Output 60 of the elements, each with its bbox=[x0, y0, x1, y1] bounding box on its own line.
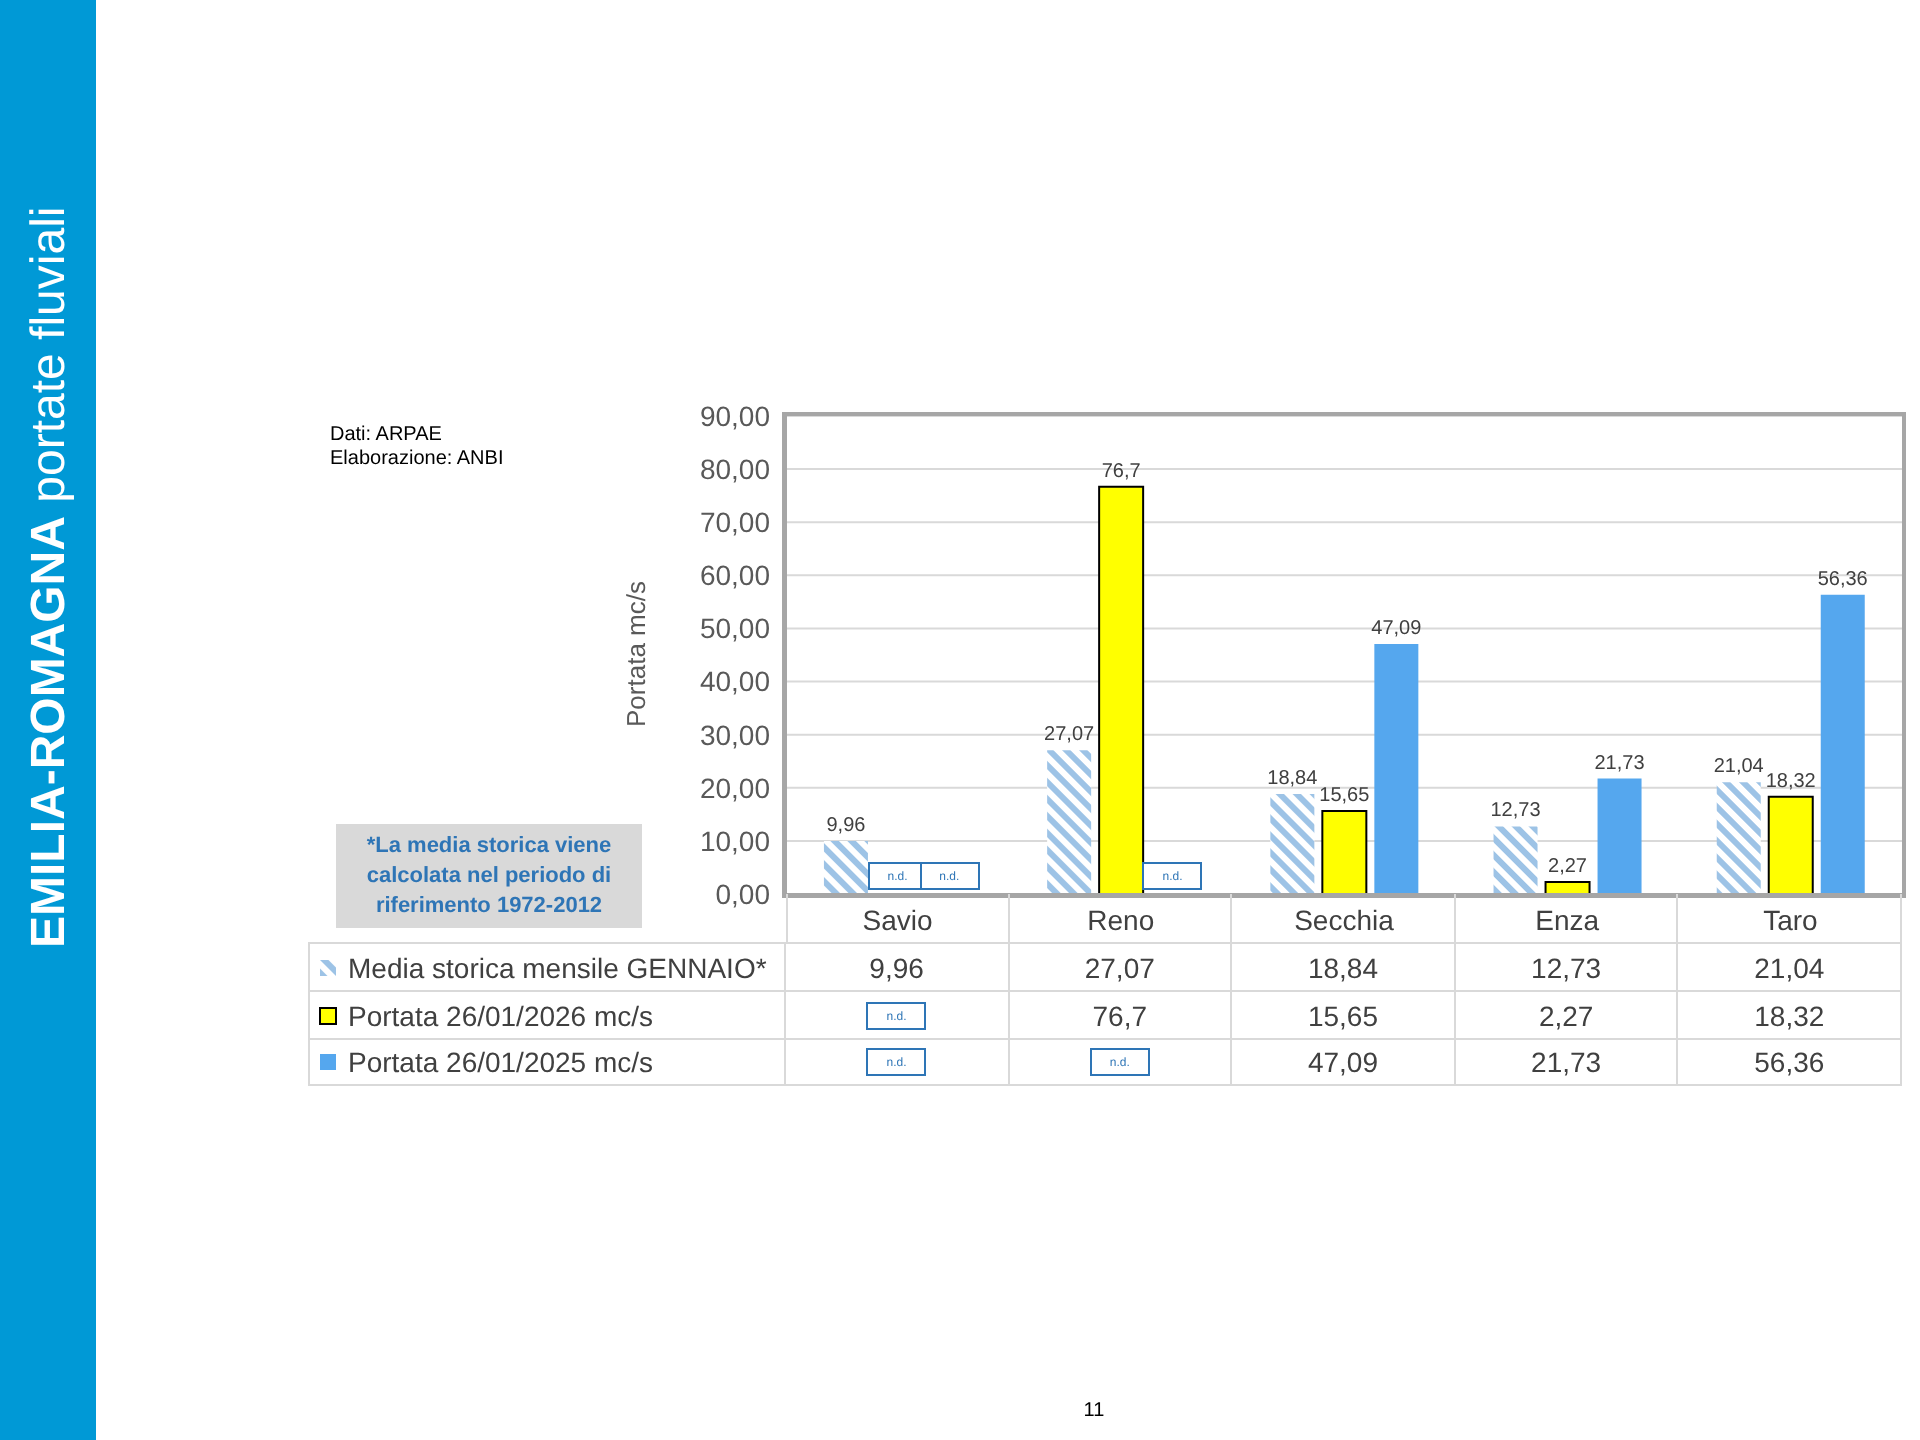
text: 76,7 bbox=[1101, 460, 1141, 483]
text: portate fluviali bbox=[22, 206, 76, 503]
y-tick-label: 80,00 bbox=[699, 453, 771, 486]
data-label: 21,04 bbox=[1678, 944, 1902, 990]
text: 21,73 bbox=[1594, 752, 1645, 775]
bar bbox=[1493, 826, 1538, 894]
text: 21,04 bbox=[1713, 756, 1764, 779]
text: 47,09 bbox=[1371, 617, 1422, 640]
text: 56,36 bbox=[1817, 568, 1868, 591]
bar bbox=[1544, 880, 1591, 894]
text: Dati: ARPAE bbox=[330, 424, 442, 446]
y-axis-title: Portata mc/s bbox=[621, 581, 651, 727]
data-label: 2,27 bbox=[1455, 992, 1679, 1038]
data-label: 12,73 bbox=[1455, 944, 1679, 990]
y-tick-label: 0,00 bbox=[715, 877, 771, 910]
bar bbox=[1270, 793, 1315, 894]
text: 27,07 bbox=[1044, 724, 1095, 747]
text: 2,27 bbox=[1548, 855, 1588, 878]
bar bbox=[1597, 778, 1642, 894]
x-tick-label: Reno bbox=[1087, 903, 1155, 936]
text: 18,32 bbox=[1765, 770, 1816, 793]
text: EMILIA-ROMAGNA bbox=[22, 516, 76, 948]
bar bbox=[1047, 750, 1092, 894]
legend-label: Portata 26/01/2025 mc/s bbox=[308, 1040, 786, 1084]
data-label: 18,84 bbox=[1232, 944, 1456, 990]
x-tick-label: Enza bbox=[1535, 903, 1600, 936]
y-tick-label: 20,00 bbox=[699, 771, 771, 804]
legend-label: Portata 26/01/2026 mc/s bbox=[308, 992, 786, 1038]
legend-label: Media storica mensile GENNAIO* bbox=[308, 944, 786, 990]
bar bbox=[1098, 485, 1145, 894]
data-label: 76,7 bbox=[1009, 992, 1233, 1038]
text: 11 bbox=[1081, 1400, 1107, 1422]
y-tick-label: 10,00 bbox=[699, 824, 771, 857]
y-tick-label: 40,00 bbox=[699, 665, 771, 698]
data-label: 9,96 bbox=[786, 944, 1010, 990]
text: 18,84 bbox=[1267, 767, 1318, 790]
bar bbox=[1321, 809, 1368, 894]
text: 12,73 bbox=[1490, 800, 1541, 823]
bar bbox=[1820, 594, 1865, 894]
data-label: 18,32 bbox=[1678, 992, 1902, 1038]
text: Elaborazione: ANBI bbox=[330, 448, 504, 470]
text: 9,96 bbox=[826, 815, 866, 838]
x-tick-label: Secchia bbox=[1294, 903, 1395, 936]
data-label: 27,07 bbox=[1009, 944, 1233, 990]
data-label: 21,73 bbox=[1455, 1040, 1679, 1084]
y-tick-label: 70,00 bbox=[699, 506, 771, 539]
data-label: 56,36 bbox=[1678, 1040, 1902, 1084]
data-label: 15,65 bbox=[1232, 992, 1456, 1038]
y-tick-label: 60,00 bbox=[699, 559, 771, 592]
y-tick-label: 30,00 bbox=[699, 718, 771, 751]
bar bbox=[1767, 795, 1814, 894]
bar bbox=[1716, 782, 1761, 894]
text: *La media storica viene calcolata nel periodo di riferimento 1972-2012 bbox=[336, 824, 642, 928]
y-tick-label: 50,00 bbox=[699, 612, 771, 645]
data-label: 47,09 bbox=[1232, 1040, 1456, 1084]
text: 15,65 bbox=[1319, 784, 1370, 807]
x-tick-label: Taro bbox=[1763, 903, 1819, 936]
x-tick-label: Savio bbox=[862, 903, 934, 936]
y-tick-label: 90,00 bbox=[699, 399, 771, 432]
bar bbox=[1374, 643, 1419, 894]
